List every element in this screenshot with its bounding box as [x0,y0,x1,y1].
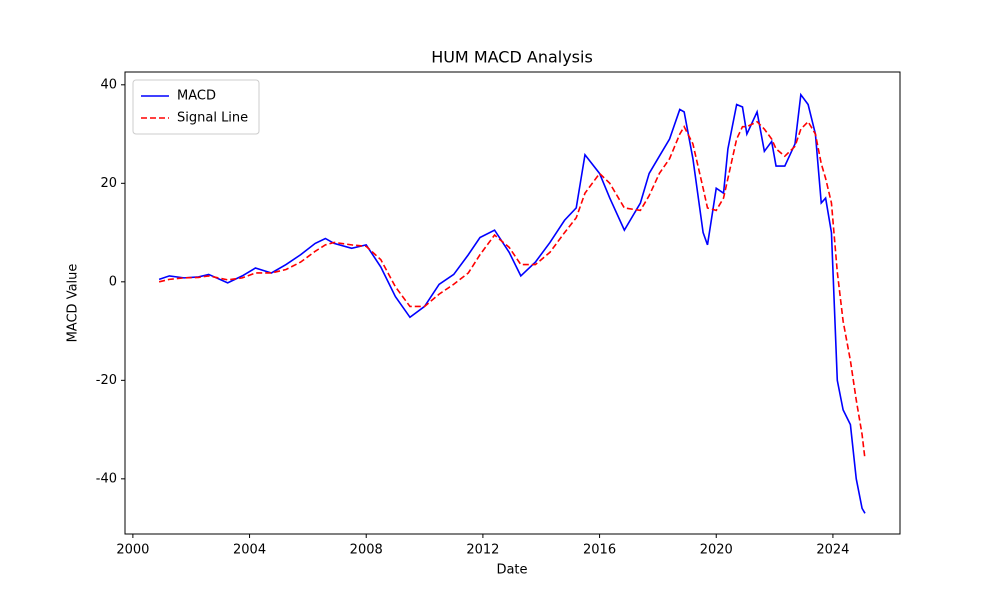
x-axis-label: Date [496,563,527,578]
legend-box [132,79,260,135]
x-tick-label: 2024 [816,543,849,558]
y-tick-label: 40 [100,77,117,92]
y-axis-label: MACD Value [66,264,81,343]
y-tick-label: -20 [96,373,117,388]
line-series [158,92,866,514]
legend-label: Signal Line [177,111,248,126]
y-tick-label: 0 [109,274,117,289]
legend-label: MACD [177,89,216,104]
line-series [158,120,866,460]
chart-title: HUM MACD Analysis [431,48,593,67]
x-tick-label: 2000 [116,543,149,558]
legend: MACD Signal Line [132,79,260,135]
x-tick-label: 2008 [350,543,383,558]
x-tick-label: 2020 [700,543,733,558]
x-tick-label: 2016 [583,543,616,558]
y-tick-label: 20 [100,176,117,191]
x-tick-label: 2004 [233,543,266,558]
y-tick-label: -40 [96,471,117,486]
x-tick-label: 2012 [466,543,499,558]
plot-frame [124,71,901,535]
